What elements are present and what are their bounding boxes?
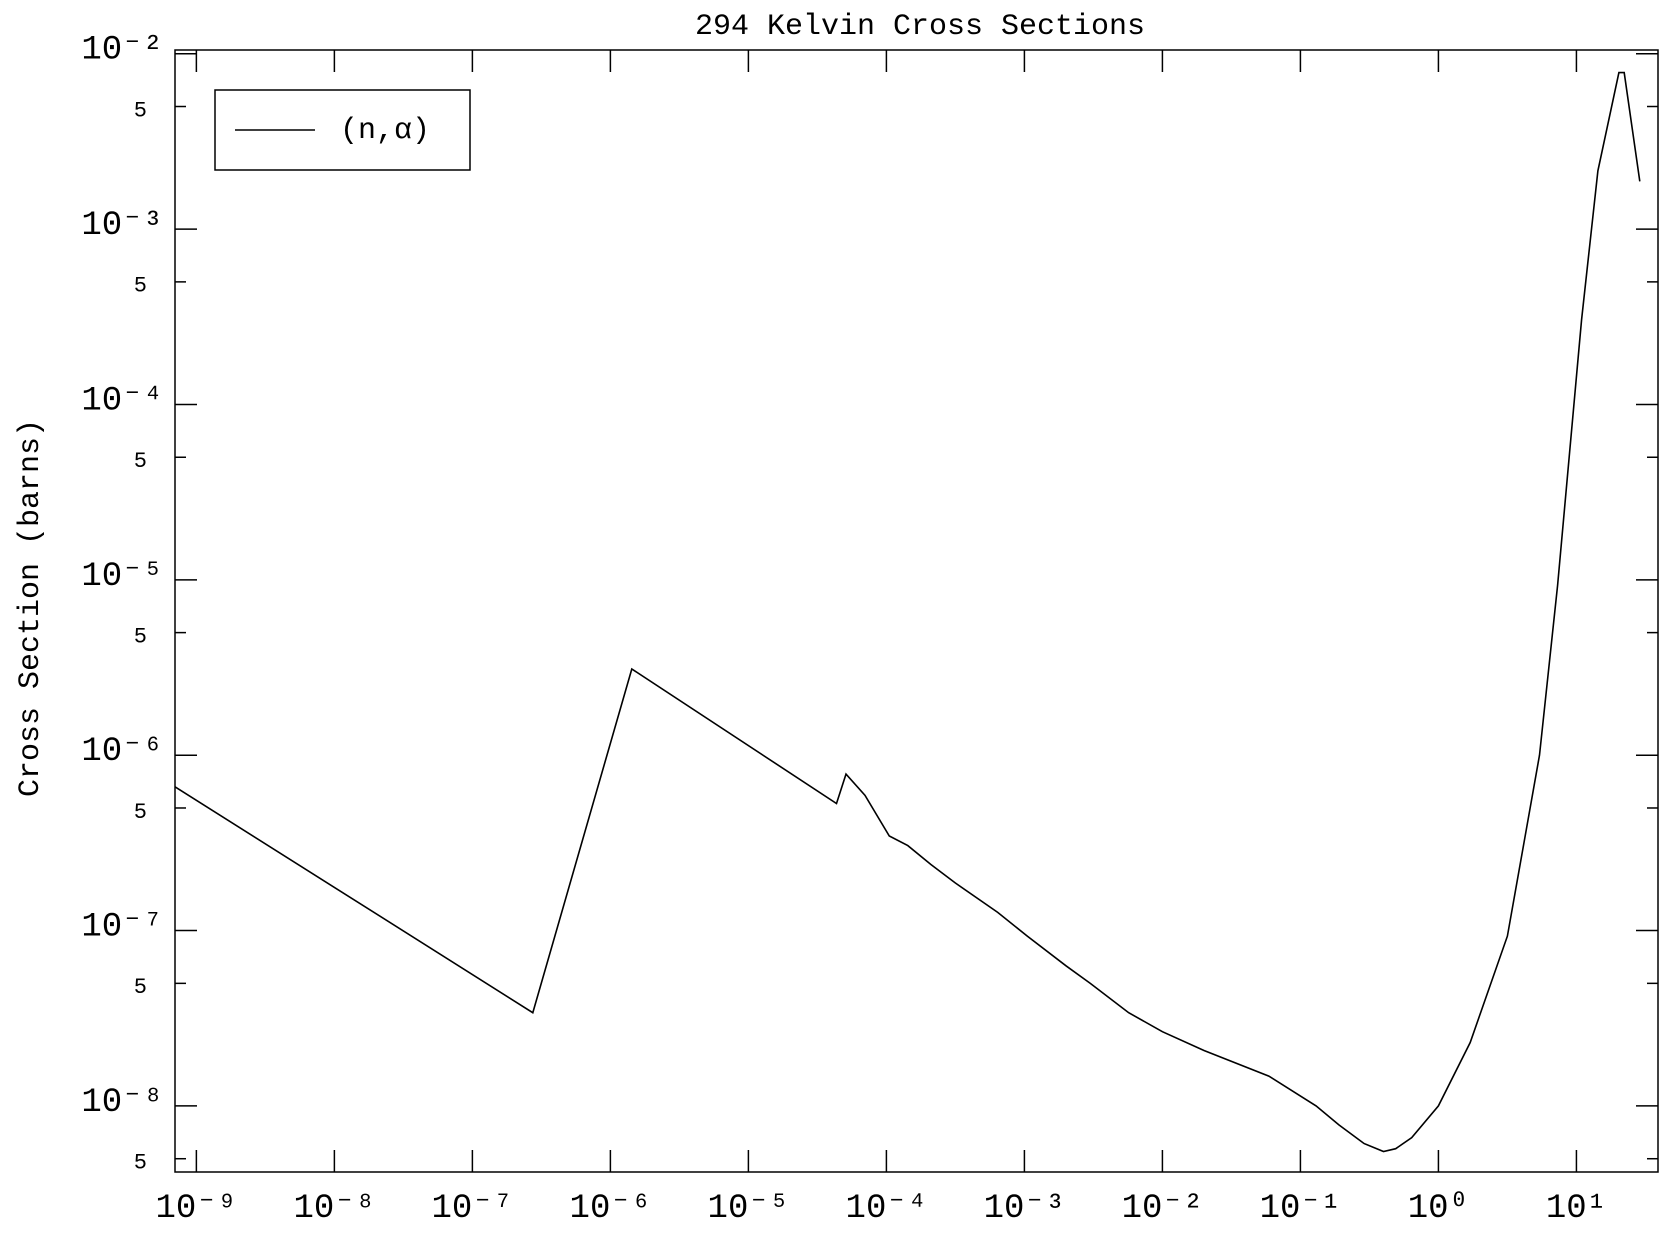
x-tick-label: 10⁻⁴	[846, 1190, 928, 1228]
x-tick-label: 10¹	[1546, 1190, 1607, 1228]
y-tick-label: 10⁻³	[81, 207, 163, 245]
y-tick-label: 5	[134, 274, 147, 299]
y-tick-label: 10⁻⁵	[81, 558, 163, 596]
y-tick-label: 10⁻⁷	[81, 909, 163, 947]
y-tick-label: 10⁻⁸	[81, 1084, 163, 1122]
y-tick-label: 10⁻⁴	[81, 382, 163, 420]
y-tick-label: 10⁻⁶	[81, 733, 163, 771]
y-tick-label: 5	[134, 800, 147, 825]
data-line	[174, 71, 1641, 1153]
x-tick-label: 10⁻⁸	[294, 1190, 376, 1228]
y-tick-label: 5	[134, 98, 147, 123]
y-axis-label: Cross Section (barns)	[14, 419, 48, 797]
legend-label: (n,α)	[340, 114, 430, 148]
y-tick-label: 5	[134, 975, 147, 1000]
y-tick-label: 5	[134, 624, 147, 649]
chart-title: 294 Kelvin Cross Sections	[695, 10, 1145, 44]
y-tick-label: 10⁻²	[81, 32, 163, 70]
x-tick-label: 10⁻⁵	[708, 1190, 790, 1228]
y-tick-label: 5	[134, 1151, 147, 1176]
x-tick-label: 10⁻³	[984, 1190, 1066, 1228]
x-tick-label: 10⁻²	[1122, 1190, 1204, 1228]
plot-frame	[174, 49, 1659, 1173]
x-tick-label: 10⁻⁶	[570, 1190, 652, 1228]
y-tick-label: 5	[134, 449, 147, 474]
x-tick-label: 10⁻¹	[1260, 1190, 1342, 1228]
x-tick-label: 10⁻⁷	[432, 1190, 514, 1228]
x-tick-label: 10⁰	[1408, 1190, 1469, 1228]
x-tick-label: 10⁻⁹	[156, 1190, 238, 1228]
